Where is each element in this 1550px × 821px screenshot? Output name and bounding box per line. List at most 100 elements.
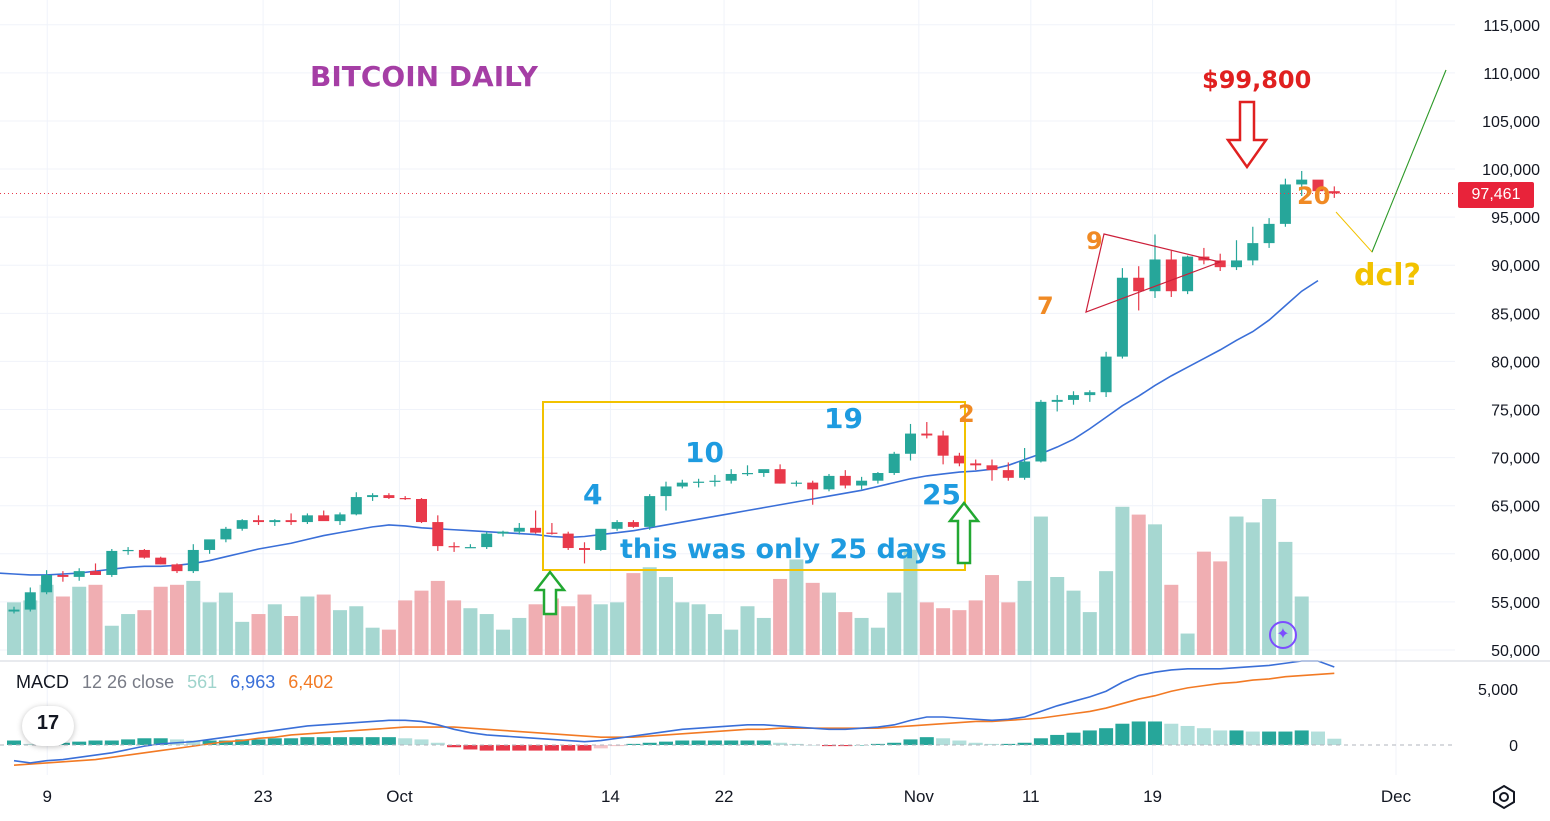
macd-histogram-bar (691, 740, 706, 745)
macd-histogram-bar (1180, 725, 1195, 745)
macd-histogram-bar (153, 738, 168, 745)
volume-bar (349, 606, 364, 655)
candle-body (301, 515, 313, 523)
macd-histogram-bar (23, 743, 38, 745)
macd-tick-label: 5,000 (1478, 682, 1518, 699)
candle-body (823, 475, 835, 490)
candle-body (953, 455, 965, 464)
volume-bar (1229, 516, 1244, 655)
candle-body (807, 482, 819, 490)
volume-bar (854, 617, 869, 655)
candle-body (1296, 179, 1308, 185)
volume-bar (675, 602, 690, 655)
macd-histogram-bar (724, 740, 739, 745)
candle-body (937, 435, 949, 456)
candle-body (872, 473, 884, 481)
candle-body (774, 469, 786, 484)
macd-histogram-bar (789, 743, 804, 745)
candle-body (921, 433, 933, 436)
macd-histogram-bar (1262, 731, 1277, 745)
macd-histogram-bar (675, 740, 690, 745)
date-tick-label: Dec (1381, 787, 1412, 806)
candle-body (905, 433, 916, 454)
volume-bar (1033, 516, 1048, 655)
price-tick-label: 105,000 (1482, 114, 1540, 131)
candle-body (236, 520, 248, 529)
macd-histogram-bar (936, 738, 951, 745)
macd-histogram-bar (267, 738, 282, 745)
volume-bar (1050, 577, 1065, 655)
candle-body (171, 564, 183, 572)
candles (8, 170, 1340, 614)
candle-body (8, 609, 20, 612)
price-tick-label: 65,000 (1491, 499, 1540, 516)
candle-body (1019, 461, 1031, 478)
macd-histogram-bar (838, 745, 853, 747)
macd-histogram-bar (626, 743, 641, 745)
macd-histogram-bar (1050, 734, 1065, 745)
candle-body (204, 539, 216, 550)
volume-bar (218, 592, 233, 655)
macd-legend[interactable]: MACD 12 26 close 561 6,963 6,402 (16, 672, 341, 693)
macd-histogram-bar (887, 742, 902, 745)
volume-bar (903, 549, 918, 655)
volume-bar (740, 606, 755, 655)
candle-body (24, 592, 36, 610)
consolidation-box (542, 401, 966, 571)
macd-histogram-bar (512, 745, 527, 751)
macd-histogram-bar (1196, 728, 1211, 745)
candle-body (1247, 243, 1259, 261)
candle-body (579, 548, 590, 550)
macd-histogram-bar (414, 739, 429, 745)
candle-body (790, 482, 802, 484)
macd-histogram-bar (88, 740, 103, 745)
macd-histogram-bar (773, 742, 788, 745)
candle-body (1214, 260, 1226, 268)
macd-histogram-bar (72, 741, 87, 745)
macd-tick-label: 0 (1509, 738, 1518, 755)
volume-bar (202, 602, 217, 655)
candle-body (1279, 184, 1291, 224)
volume-bar (642, 567, 657, 655)
candle-body (742, 473, 753, 475)
volume-bar (300, 596, 315, 655)
volume-bar (773, 578, 788, 655)
tradingview-logo[interactable]: 17 (22, 706, 74, 746)
candle-body (350, 497, 362, 515)
candle-body (432, 522, 444, 547)
candle-body (1051, 399, 1063, 402)
projection-dip-line (1335, 69, 1447, 253)
candle-body (611, 522, 623, 529)
macd-histogram-bar (300, 737, 315, 745)
volume-bar (936, 608, 951, 655)
macd-histogram-bar (854, 745, 869, 746)
macd-histogram-bar (218, 740, 233, 745)
volume-bar (756, 617, 771, 655)
count-label-4: 4 (583, 478, 603, 511)
macd-histogram-bar (479, 745, 494, 751)
macd-histogram-bar (1245, 731, 1260, 745)
candle-body (399, 498, 411, 500)
candle-body (497, 531, 509, 534)
grid-lines (0, 0, 1455, 775)
macd-histogram-bar (642, 742, 657, 745)
volume-bar (251, 614, 266, 655)
candle-body (57, 574, 69, 577)
macd-legend-macd: 6,963 (230, 672, 276, 692)
volume-bar (121, 614, 136, 655)
candle-body (530, 527, 542, 533)
volume-bar (267, 604, 282, 655)
candle-body (481, 533, 493, 548)
volume-bar (1294, 596, 1309, 655)
count-label-19: 19 (824, 402, 863, 435)
macd-histogram-bar (903, 739, 918, 745)
candle-body (138, 549, 150, 558)
volume-bar (72, 586, 87, 655)
settings-icon[interactable] (1490, 783, 1518, 811)
sparkle-icon[interactable]: ✦ (1269, 621, 1297, 649)
candle-body (676, 482, 688, 487)
candle-body (155, 557, 167, 565)
macd-histogram-bar (1311, 731, 1325, 745)
macd-histogram-bar (610, 745, 625, 747)
macd-histogram-bar (528, 745, 543, 751)
